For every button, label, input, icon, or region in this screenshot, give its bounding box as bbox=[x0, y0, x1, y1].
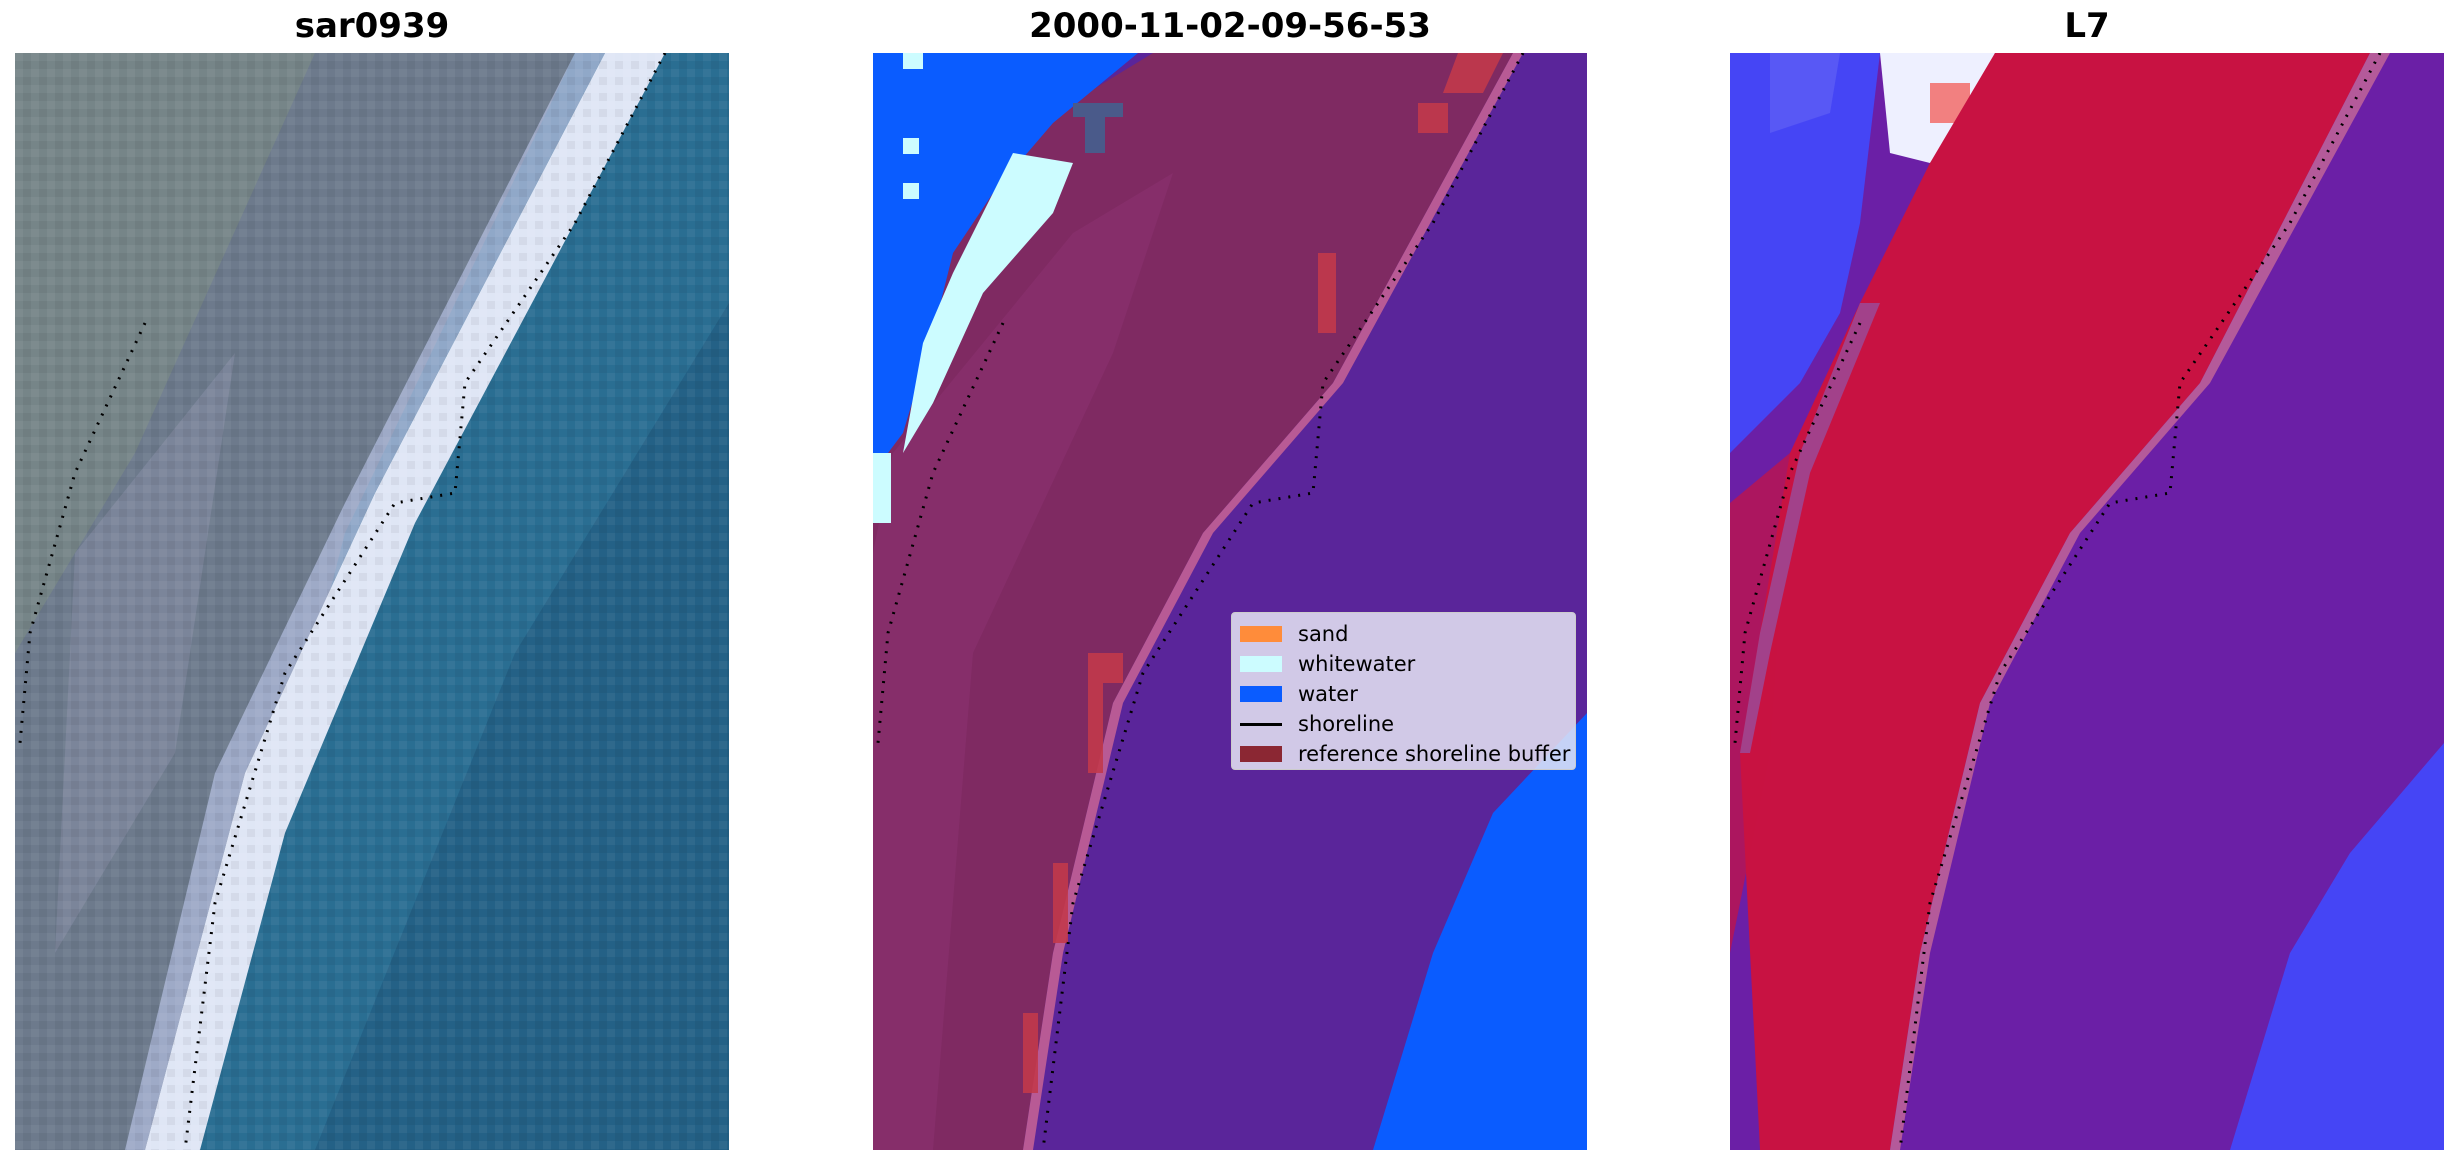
legend-item-shoreline: shoreline bbox=[1240, 709, 1567, 739]
legend: sand whitewater water shoreline referenc… bbox=[1231, 612, 1576, 770]
panel-title-rgb: sar0939 bbox=[294, 6, 450, 46]
water-swatch bbox=[1240, 686, 1282, 702]
classification-panel bbox=[873, 53, 1587, 1150]
reference-buffer-swatch bbox=[1240, 746, 1282, 762]
legend-label-whitewater: whitewater bbox=[1298, 652, 1416, 676]
legend-item-sand: sand bbox=[1240, 619, 1567, 649]
legend-label-reference-buffer: reference shoreline buffer bbox=[1298, 742, 1571, 766]
rgb-image-panel bbox=[15, 53, 729, 1150]
shoreline-line bbox=[183, 53, 667, 1150]
index-image-panel bbox=[1730, 53, 2444, 1150]
rgb-image bbox=[15, 53, 729, 1150]
panel-title-classification: 2000-11-02-09-56-53 bbox=[1029, 6, 1431, 46]
whitewater-swatch bbox=[1240, 656, 1282, 672]
panel-title-index: L7 bbox=[2064, 6, 2110, 46]
classification-image bbox=[873, 53, 1587, 1150]
index-image bbox=[1730, 53, 2444, 1150]
legend-item-whitewater: whitewater bbox=[1240, 649, 1567, 679]
legend-item-water: water bbox=[1240, 679, 1567, 709]
sand-swatch bbox=[1240, 626, 1282, 642]
legend-label-shoreline: shoreline bbox=[1298, 712, 1395, 736]
legend-label-sand: sand bbox=[1298, 622, 1349, 646]
legend-item-reference-buffer: reference shoreline buffer bbox=[1240, 739, 1571, 769]
shoreline-swatch bbox=[1240, 722, 1282, 726]
legend-label-water: water bbox=[1298, 682, 1358, 706]
